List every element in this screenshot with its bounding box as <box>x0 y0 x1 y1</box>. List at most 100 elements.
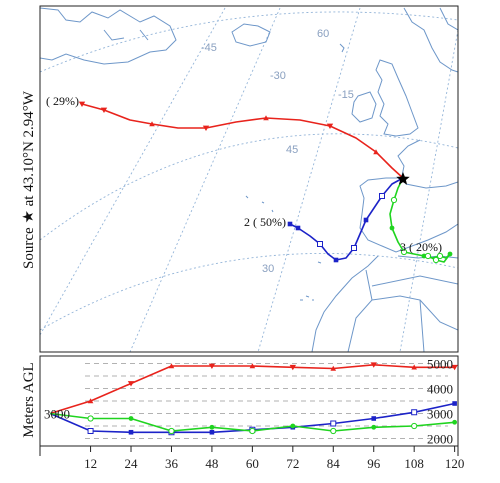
trajectory-3-label: 3 ( 20%) <box>400 240 442 254</box>
graticule-lon-0 <box>399 29 458 352</box>
lat-label-60: 60 <box>317 28 329 40</box>
graticule-lat-30 <box>40 253 458 331</box>
altitude-series-3-point <box>371 424 377 430</box>
scandinavia-coast <box>403 7 458 73</box>
north-africa-coast <box>311 255 379 352</box>
x-tick-label: 48 <box>205 456 218 471</box>
graticule-lat-60 <box>40 11 458 73</box>
altitude-series-3-point <box>290 423 296 429</box>
faroe-islands <box>339 43 345 53</box>
altitude-series-1-point <box>330 365 337 371</box>
canary-islands <box>300 295 314 301</box>
trajectory-2 <box>287 177 404 263</box>
iberia-coast <box>359 177 458 253</box>
trajectory-2-marker <box>351 245 357 251</box>
altitude-series-2-point <box>411 409 418 416</box>
altitude-grid <box>85 363 448 439</box>
altitude-panel: 12 24 36 48 60 72 84 96 108 120 3000 5000 4000 3000 2… <box>39 355 465 471</box>
altitude-series-3 <box>50 412 458 435</box>
altitude-y-label: Meters AGL <box>21 362 37 437</box>
source-star-icon <box>396 172 410 185</box>
trajectory-3-marker <box>447 251 453 257</box>
graticule <box>40 7 458 352</box>
altitude-series-2-point <box>87 428 94 434</box>
graticule-lon-minus30 <box>129 7 281 352</box>
x-tick-label: 96 <box>367 456 381 471</box>
coastlines <box>40 7 458 352</box>
azores <box>245 195 274 213</box>
trajectory-3-marker <box>424 252 432 260</box>
altitude-series-1-point <box>411 364 417 370</box>
altitude-series-3-point <box>168 427 175 435</box>
altitude-series-2-point <box>330 420 337 427</box>
right-y-tick-label: 2000 <box>427 432 453 447</box>
graticule-lon-minus45 <box>40 7 226 336</box>
trajectory-1-marker <box>149 121 155 127</box>
trajectory-2-marker <box>333 257 339 263</box>
trajectory-3-marker <box>436 252 444 260</box>
ireland-coast <box>351 91 377 123</box>
graticule-lat-45 <box>40 133 458 241</box>
altitude-series-3-point <box>330 427 337 435</box>
trajectory-2-marker <box>287 221 293 227</box>
lon-label-minus30: -30 <box>270 70 286 82</box>
lon-label-minus15: -15 <box>338 89 354 101</box>
map-panel: -45 -30 -15 60 45 30 ( 29%) 2 ( 50%) 3 (… <box>39 5 459 353</box>
map-frame <box>39 5 459 353</box>
altitude-series-1-point <box>87 398 94 404</box>
trajectory-3-line <box>389 177 451 263</box>
altitude-series-3-point <box>249 427 256 435</box>
altitude-series-3-point <box>411 422 418 430</box>
altitude-y-ticks: 3000 5000 4000 3000 2000 <box>44 357 453 447</box>
x-tick-label: 72 <box>286 456 299 471</box>
iceland-coast <box>231 23 271 47</box>
trajectory-1-marker <box>373 149 379 155</box>
altitude-series-1-line <box>49 364 455 415</box>
africa-border-1 <box>347 269 373 352</box>
right-y-tick-label: 5000 <box>427 357 453 372</box>
altitude-series-1-point <box>249 363 256 369</box>
altitude-series-1 <box>49 362 458 415</box>
x-tick-label: 36 <box>165 456 179 471</box>
altitude-series-3-point <box>128 416 134 421</box>
trajectory-3-marker <box>432 256 440 264</box>
graticule-lon-minus15 <box>257 7 361 352</box>
right-y-tick-label: 3000 <box>427 407 453 422</box>
trajectory-1-line <box>81 103 404 179</box>
x-tick-label: 120 <box>445 456 465 471</box>
great-britain-coast <box>375 59 419 137</box>
lon-label-minus45: -45 <box>201 42 217 54</box>
trajectory-1-marker <box>100 107 108 113</box>
altitude-series-1-point <box>208 363 216 369</box>
trajectory-1-marker <box>78 101 86 107</box>
greenland-coast-detail <box>103 29 149 41</box>
trajectory-1-marker <box>263 115 269 121</box>
africa-border-3 <box>371 275 458 287</box>
lat-label-30: 30 <box>262 263 274 275</box>
trajectory-3-marker <box>390 196 398 204</box>
x-tick-label: 12 <box>84 456 97 471</box>
right-y-tick-label: 4000 <box>427 382 453 397</box>
altitude-series-1-point <box>168 363 175 369</box>
trajectory-2-label: 2 ( 50%) <box>244 215 286 229</box>
altitude-series-2-point <box>209 429 215 435</box>
trajectory-3-marker <box>400 248 408 256</box>
map-y-label: Source ★ at 43.10°N 2.94°W <box>21 90 37 269</box>
lat-label-45: 45 <box>286 144 298 156</box>
madeira <box>317 261 322 264</box>
altitude-series-3-point <box>87 415 94 422</box>
trajectory-2-marker <box>317 241 323 247</box>
trajectories <box>78 101 453 264</box>
altitude-series-2-point <box>128 429 134 435</box>
altitude-series-3-point <box>209 424 215 430</box>
altitude-series-1-point <box>127 381 135 387</box>
trajectory-1 <box>78 101 404 179</box>
altitude-series-1-point <box>451 364 458 371</box>
graticule-labels: -45 -30 -15 60 45 30 <box>201 28 354 275</box>
altitude-series-2-point <box>371 416 377 421</box>
altitude-series-1-point <box>370 362 377 368</box>
trajectory-3-marker <box>389 225 395 231</box>
x-tick-label: 60 <box>246 456 259 471</box>
africa-border-2 <box>371 295 425 352</box>
